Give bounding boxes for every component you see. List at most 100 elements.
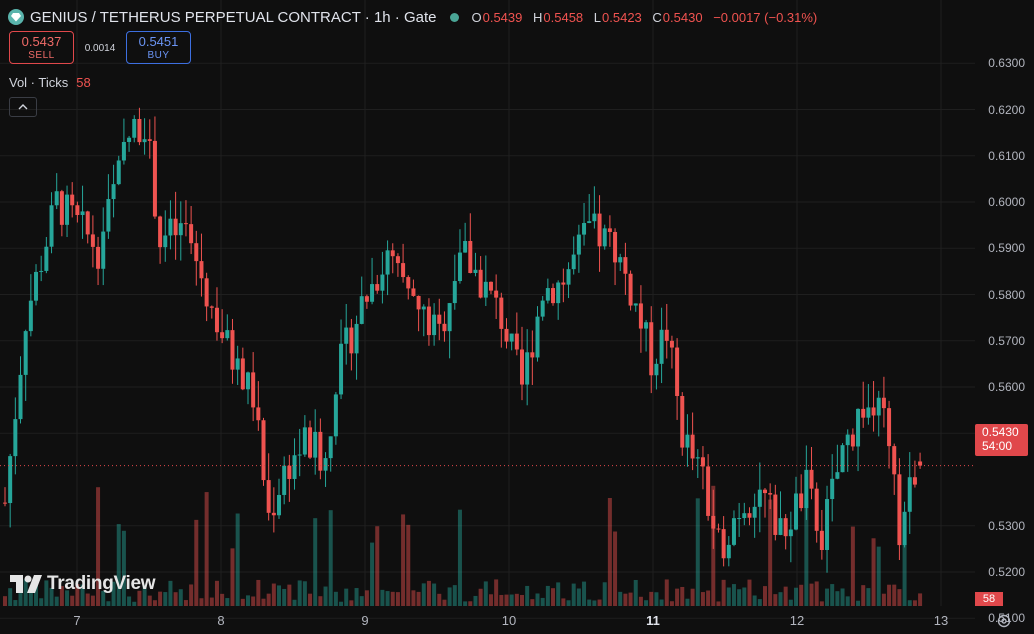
volume-bar — [395, 592, 400, 606]
candle-body — [447, 303, 452, 332]
candle-body — [132, 118, 137, 138]
candle-body — [235, 358, 240, 370]
candle-body — [359, 296, 364, 324]
candle-body — [452, 281, 457, 304]
volume-bar — [700, 592, 705, 606]
candle-body — [70, 194, 75, 206]
candle-body — [49, 205, 54, 247]
volume-bar — [814, 581, 819, 606]
candle-body — [881, 397, 886, 409]
candle-body — [902, 511, 907, 546]
volume-bar — [452, 585, 457, 606]
volume-bar — [385, 591, 390, 606]
market-status-dot[interactable] — [450, 12, 460, 22]
volume-legend[interactable]: Vol · Ticks 58 — [9, 75, 91, 90]
candle-body — [571, 254, 576, 270]
volume-bar — [28, 592, 33, 606]
volume-bar — [390, 591, 395, 606]
volume-bar — [302, 581, 307, 606]
tradingview-logo[interactable]: TradingView — [10, 573, 156, 595]
volume-bar — [825, 588, 830, 606]
volume-bar — [266, 593, 271, 606]
spread-value: 0.0014 — [84, 43, 116, 54]
time-axis-label: 13 — [933, 613, 949, 628]
candle-body — [835, 472, 840, 479]
candle-body — [907, 477, 912, 512]
symbol-title[interactable]: GENIUS / TETHERUS PERPETUAL CONTRACT · 1… — [30, 8, 437, 26]
candle-body — [385, 250, 390, 275]
candle-body — [292, 455, 297, 479]
candle-body — [607, 228, 612, 232]
volume-bar — [520, 594, 524, 606]
candle-body — [261, 420, 266, 481]
volume-bar — [344, 588, 349, 606]
candle-body — [540, 300, 545, 317]
candle-body — [8, 456, 13, 504]
candle-body — [799, 493, 804, 509]
candle-body — [240, 358, 245, 390]
candle-body — [566, 269, 571, 285]
candle-body — [597, 213, 602, 247]
sell-price: 0.5437 — [21, 34, 62, 49]
volume-bar — [659, 599, 664, 606]
ohlc-values: O0.5439 H0.5458 L0.5423 C0.5430 −0.0017 … — [471, 9, 818, 25]
candle-body — [220, 332, 225, 339]
volume-bar — [556, 582, 561, 606]
candle-body — [587, 221, 592, 224]
candle-body — [375, 284, 380, 291]
volume-bar — [757, 599, 762, 606]
candle-body — [509, 333, 514, 342]
candle-body — [344, 327, 349, 344]
volume-bar — [494, 579, 499, 606]
candle-body — [463, 240, 468, 253]
volume-bar — [406, 524, 411, 606]
candle-body — [28, 300, 33, 332]
volume-bar — [830, 584, 835, 606]
volume-bar — [716, 601, 721, 606]
volume-bar — [473, 595, 478, 606]
candle-body — [457, 252, 462, 282]
volume-bar — [633, 579, 638, 606]
gear-icon[interactable] — [995, 612, 1013, 630]
volume-bar — [23, 579, 28, 606]
candle-body — [127, 137, 132, 142]
candle-body — [561, 282, 566, 285]
candle-body — [830, 478, 835, 500]
candle-body — [866, 407, 871, 418]
volume-bar — [778, 592, 783, 606]
candle-body — [111, 184, 116, 200]
volume-bar — [163, 592, 168, 606]
buy-button[interactable]: 0.5451 BUY — [126, 31, 191, 64]
volume-bar — [783, 586, 788, 606]
volume-bar — [59, 586, 64, 606]
volume-bar — [892, 584, 897, 606]
volume-bar — [235, 513, 240, 606]
sell-button[interactable]: 0.5437 SELL — [9, 31, 74, 64]
volume-bar — [13, 600, 18, 606]
candle-body — [256, 407, 261, 421]
candle-body — [251, 372, 256, 408]
candle-body — [804, 469, 809, 509]
volume-bar — [551, 588, 556, 606]
volume-bar — [685, 598, 690, 606]
volume-bar — [752, 595, 757, 606]
price-axis-label: 0.5700 — [988, 333, 1025, 348]
candle-body — [214, 307, 219, 333]
volume-bar — [504, 594, 509, 606]
candle-body — [426, 306, 431, 336]
volume-bar — [897, 589, 902, 606]
volume-bar — [675, 588, 680, 606]
volume-bar — [690, 588, 695, 606]
chart-header: GENIUS / TETHERUS PERPETUAL CONTRACT · 1… — [8, 7, 824, 27]
candle-body — [850, 434, 855, 447]
collapse-legend-button[interactable] — [9, 97, 37, 117]
candle-body — [757, 489, 762, 507]
candle-body — [245, 372, 250, 390]
candle-body — [520, 349, 524, 385]
candle-body — [618, 257, 623, 263]
candle-body — [819, 530, 824, 550]
volume-bar — [618, 591, 623, 606]
volume-bar — [856, 600, 861, 606]
candle-body — [762, 489, 767, 494]
